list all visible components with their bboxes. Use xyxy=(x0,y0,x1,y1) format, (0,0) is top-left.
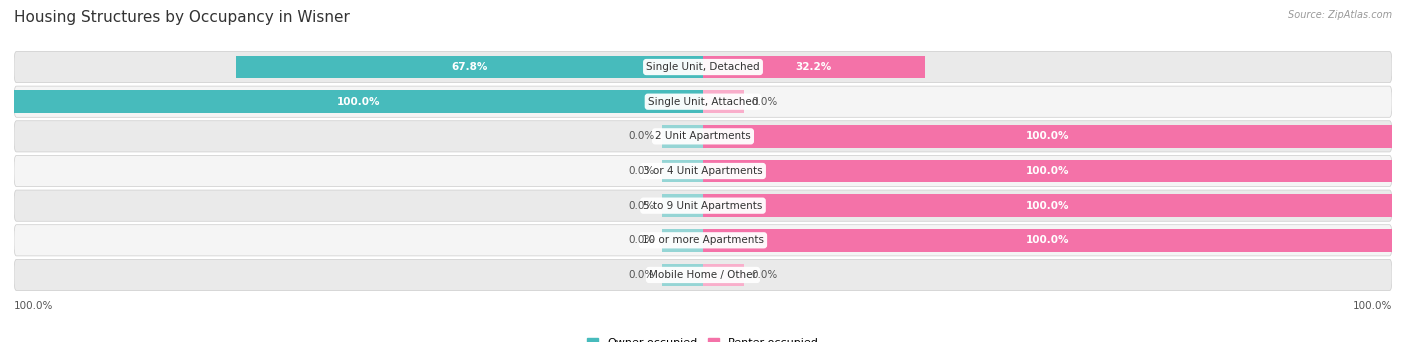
Text: Single Unit, Detached: Single Unit, Detached xyxy=(647,62,759,72)
Bar xyxy=(14,90,703,113)
FancyBboxPatch shape xyxy=(14,190,1392,221)
Text: 3 or 4 Unit Apartments: 3 or 4 Unit Apartments xyxy=(643,166,763,176)
Text: 100.0%: 100.0% xyxy=(1353,301,1392,311)
FancyBboxPatch shape xyxy=(14,51,1392,83)
Bar xyxy=(703,194,1392,217)
Bar xyxy=(703,160,1392,182)
Text: 0.0%: 0.0% xyxy=(628,166,655,176)
Text: Mobile Home / Other: Mobile Home / Other xyxy=(650,270,756,280)
Bar xyxy=(662,160,703,182)
Text: 0.0%: 0.0% xyxy=(628,131,655,141)
Bar xyxy=(236,56,703,78)
Text: 100.0%: 100.0% xyxy=(1026,235,1069,245)
Text: 100.0%: 100.0% xyxy=(1026,201,1069,211)
Legend: Owner-occupied, Renter-occupied: Owner-occupied, Renter-occupied xyxy=(582,333,824,342)
Text: 32.2%: 32.2% xyxy=(796,62,832,72)
FancyBboxPatch shape xyxy=(14,155,1392,187)
Text: Single Unit, Attached: Single Unit, Attached xyxy=(648,97,758,107)
Bar xyxy=(662,264,703,286)
Text: 100.0%: 100.0% xyxy=(14,301,53,311)
FancyBboxPatch shape xyxy=(14,121,1392,152)
Text: Source: ZipAtlas.com: Source: ZipAtlas.com xyxy=(1288,10,1392,20)
Bar xyxy=(662,125,703,148)
Bar xyxy=(703,56,925,78)
FancyBboxPatch shape xyxy=(14,225,1392,256)
Bar xyxy=(703,229,1392,252)
Bar xyxy=(662,229,703,252)
Text: 10 or more Apartments: 10 or more Apartments xyxy=(643,235,763,245)
Text: 0.0%: 0.0% xyxy=(751,97,778,107)
Text: 0.0%: 0.0% xyxy=(628,201,655,211)
FancyBboxPatch shape xyxy=(14,259,1392,291)
Text: 100.0%: 100.0% xyxy=(337,97,380,107)
Text: 0.0%: 0.0% xyxy=(628,235,655,245)
Bar xyxy=(703,125,1392,148)
Bar xyxy=(703,264,744,286)
Text: 100.0%: 100.0% xyxy=(1026,131,1069,141)
Text: 2 Unit Apartments: 2 Unit Apartments xyxy=(655,131,751,141)
Bar xyxy=(662,194,703,217)
Text: 0.0%: 0.0% xyxy=(751,270,778,280)
Text: 5 to 9 Unit Apartments: 5 to 9 Unit Apartments xyxy=(644,201,762,211)
Text: Housing Structures by Occupancy in Wisner: Housing Structures by Occupancy in Wisne… xyxy=(14,10,350,25)
Text: 0.0%: 0.0% xyxy=(628,270,655,280)
FancyBboxPatch shape xyxy=(14,86,1392,117)
Bar xyxy=(703,90,744,113)
Text: 100.0%: 100.0% xyxy=(1026,166,1069,176)
Text: 67.8%: 67.8% xyxy=(451,62,488,72)
